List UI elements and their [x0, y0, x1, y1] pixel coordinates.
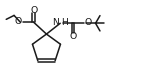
- Text: O: O: [69, 32, 77, 41]
- Text: O: O: [30, 6, 37, 15]
- Text: O: O: [15, 17, 22, 26]
- Text: O: O: [85, 18, 92, 27]
- Text: N: N: [52, 18, 59, 27]
- Text: H: H: [61, 18, 68, 27]
